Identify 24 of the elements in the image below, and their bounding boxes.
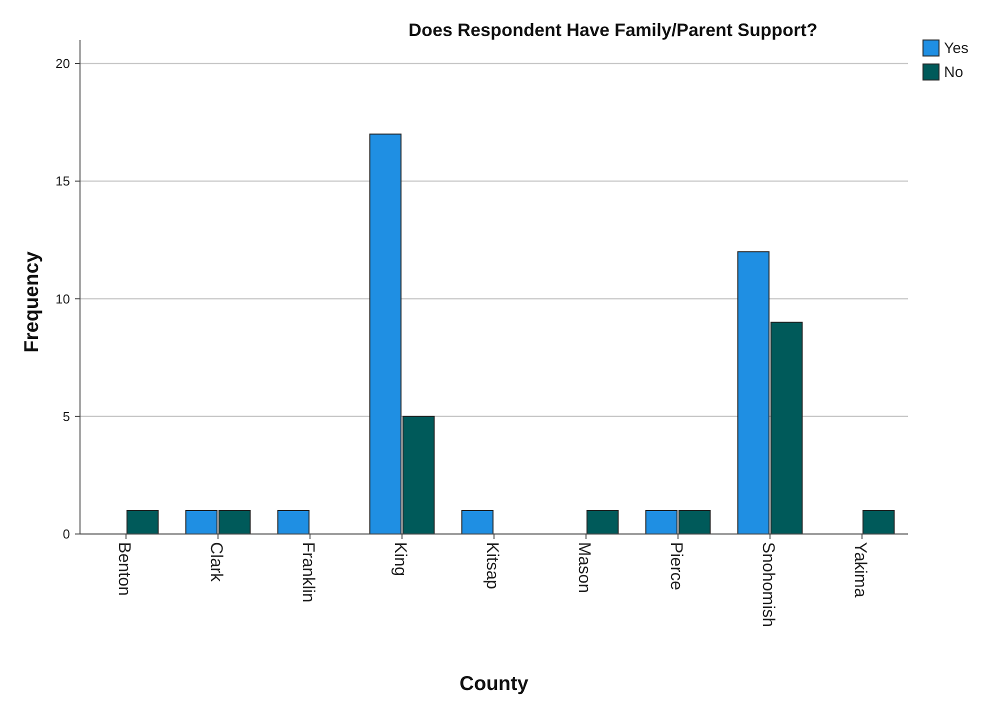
legend-label: Yes	[944, 40, 968, 57]
y-axis-title: Frequency	[21, 250, 43, 353]
x-tick-label: King	[391, 542, 410, 576]
bar	[277, 510, 310, 534]
y-tick-label: 5	[62, 408, 70, 424]
legend-label: No	[944, 64, 964, 81]
x-tick-label: Clark	[207, 542, 226, 582]
y-tick-label: 0	[62, 526, 70, 542]
x-tick-label: Pierce	[667, 542, 686, 590]
x-axis-title: County	[460, 673, 530, 695]
x-tick-label: Kitsap	[483, 542, 502, 590]
x-tick-label: Mason	[575, 542, 594, 594]
bar	[586, 510, 619, 534]
x-tick-label: Yakima	[851, 542, 870, 598]
y-tick-label: 20	[56, 56, 70, 72]
chart-title: Does Respondent Have Family/Parent Support?	[408, 20, 818, 40]
y-tick-label: 15	[56, 174, 70, 189]
bar	[126, 510, 159, 534]
bar	[862, 510, 895, 534]
x-tick-label: Snohomish	[759, 542, 778, 628]
y-tick-label: 10	[56, 291, 70, 306]
x-tick-label: Benton	[115, 542, 134, 596]
x-tick-label: Franklin	[299, 542, 318, 602]
bar	[461, 510, 494, 534]
